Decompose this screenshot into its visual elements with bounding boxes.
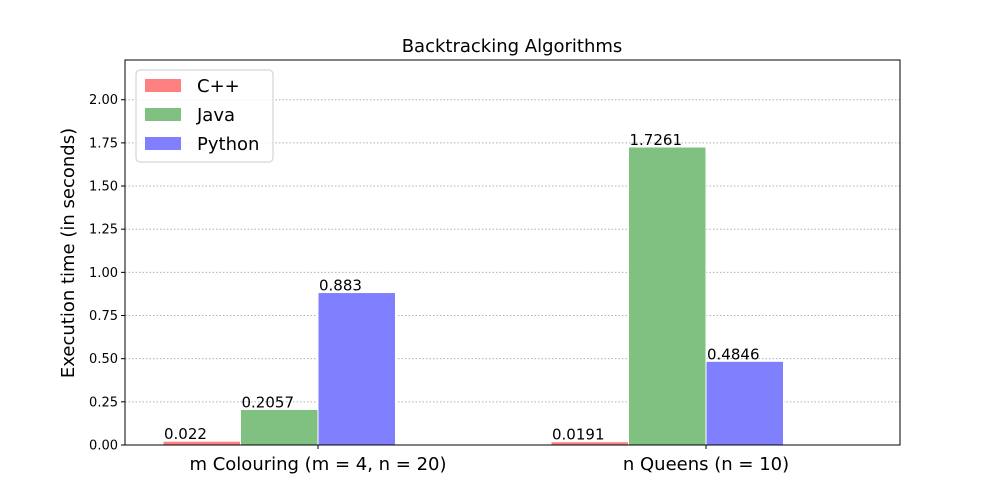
legend: C++ Java Python [135, 69, 274, 163]
y-tick-label: 2.00 [89, 93, 118, 108]
data-labels: 0.022 0.0191 0.2057 1.7261 0.883 0.4846 [164, 131, 760, 444]
axes: 0.00 0.25 0.50 0.75 1.00 1.25 1.50 1.75 2.00 m Co… [89, 93, 789, 475]
bars [162, 146, 784, 446]
data-label: 0.4846 [707, 345, 760, 363]
data-label: 0.0191 [552, 426, 605, 444]
y-tick-label: 1.00 [89, 266, 118, 281]
legend-label: Python [197, 134, 259, 155]
y-axis-label: Execution time (in seconds) [58, 128, 79, 378]
legend-label: C++ [197, 76, 240, 97]
bar-java-0 [240, 408, 319, 446]
bar-python-0 [317, 292, 396, 446]
bar-java-1 [628, 146, 707, 446]
y-tick-label: 0.75 [89, 309, 118, 324]
chart-title: Backtracking Algorithms [402, 36, 623, 57]
data-label: 1.7261 [630, 131, 683, 149]
y-tick-label: 0.00 [89, 439, 118, 454]
y-tick-label: 1.75 [89, 136, 118, 151]
x-tick-label: m Colouring (m = 4, n = 20) [189, 454, 446, 475]
legend-swatch-c [145, 79, 181, 92]
y-tick-label: 1.25 [89, 223, 118, 238]
bar-python-1 [705, 360, 784, 446]
data-label: 0.2057 [242, 393, 295, 411]
y-tick-label: 0.25 [89, 395, 118, 410]
x-tick-label: n Queens (n = 10) [623, 454, 789, 475]
legend-swatch-java [145, 108, 181, 121]
legend-label: Java [196, 105, 235, 126]
plot-frame [124, 59, 901, 446]
y-tick-label: 0.50 [89, 352, 118, 367]
legend-swatch-python [145, 137, 181, 150]
data-label: 0.883 [319, 277, 362, 295]
y-tick-label: 1.50 [89, 180, 118, 195]
data-label: 0.022 [164, 425, 207, 443]
